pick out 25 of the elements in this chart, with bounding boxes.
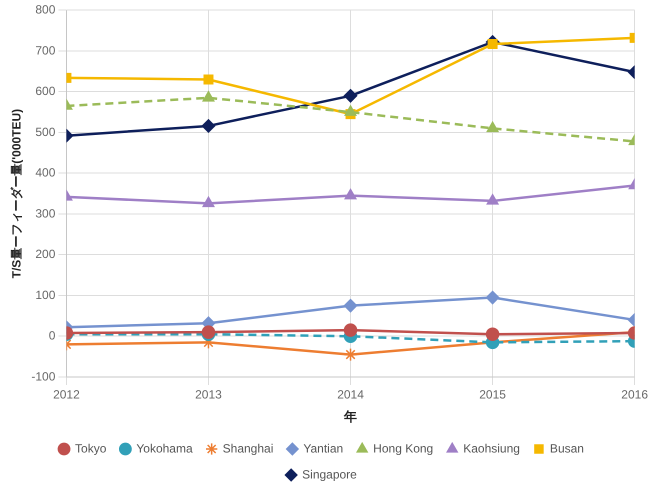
y-tick-label: 100 — [35, 288, 56, 302]
legend-label: Hong Kong — [373, 441, 434, 456]
legend-label: Yokohama — [136, 441, 193, 456]
x-tick-label: 2012 — [53, 388, 80, 402]
legend-label: Kaohsiung — [463, 441, 520, 456]
y-tick-label: 700 — [35, 43, 56, 58]
y-tick-label: -100 — [31, 369, 56, 384]
y-tick-label: 300 — [35, 206, 56, 220]
x-tick-label: 2014 — [337, 388, 364, 402]
y-tick-label: 800 — [35, 2, 56, 17]
x-tick-label: 2013 — [195, 388, 222, 402]
x-tick-label: 2015 — [479, 388, 506, 402]
y-tick-label: 600 — [35, 84, 56, 98]
legend-label: Yantian — [303, 441, 344, 456]
legend-label: Tokyo — [75, 441, 107, 456]
y-tick-label: 400 — [35, 166, 56, 180]
legend-label: Singapore — [302, 467, 358, 482]
legend-label: Shanghai — [222, 441, 274, 456]
y-tick-label: 0 — [48, 328, 56, 343]
y-axis-title: T/S量ーフィーダー量('000TEU) — [10, 108, 24, 278]
x-tick-label: 2016 — [621, 388, 648, 402]
x-axis-title: 年 — [343, 408, 358, 424]
y-tick-label: 200 — [35, 247, 56, 262]
legend-label: Busan — [550, 441, 584, 456]
y-tick-label: 500 — [35, 124, 56, 139]
